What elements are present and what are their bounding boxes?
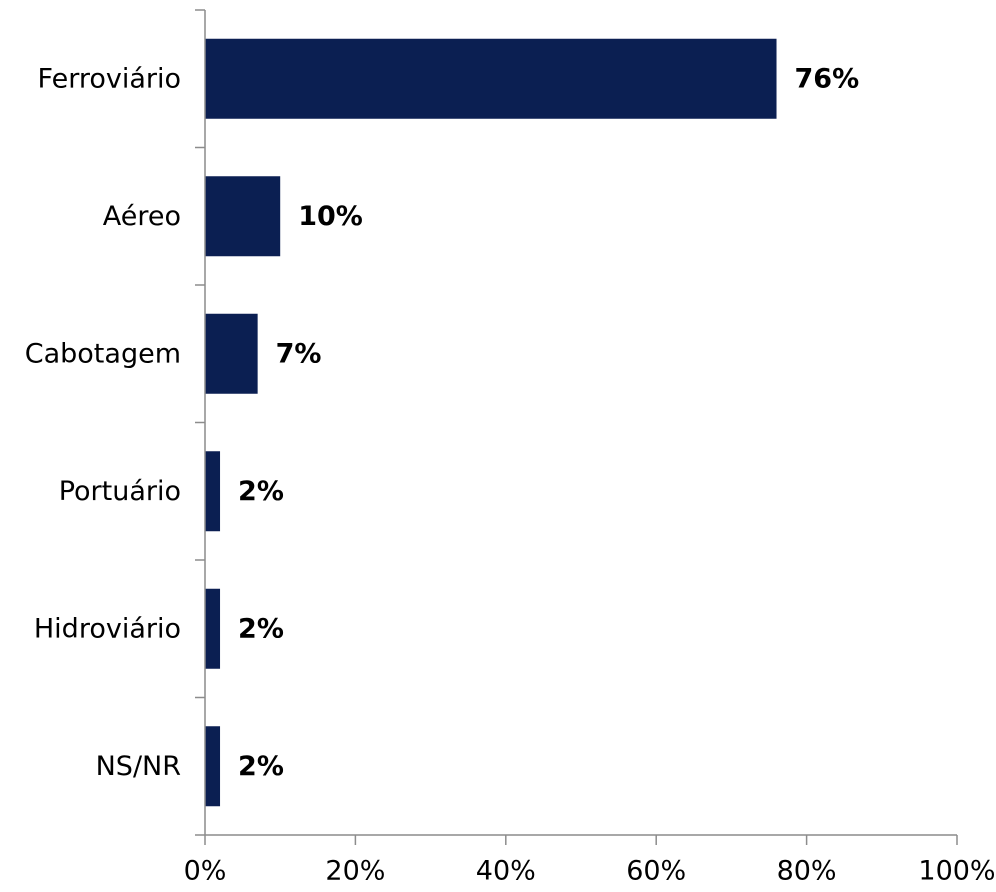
axes-layer: [195, 9, 958, 845]
bar-3: [205, 451, 221, 532]
x-tick-label-1: 20%: [325, 856, 385, 887]
value-label-1: 10%: [298, 201, 363, 232]
value-label-5: 2%: [238, 751, 284, 782]
category-label-5: NS/NR: [96, 751, 181, 782]
value-label-3: 2%: [238, 476, 284, 507]
bar-1: [205, 176, 281, 257]
bar-0: [205, 38, 777, 119]
value-label-0: 76%: [795, 63, 860, 94]
bar-2: [205, 313, 258, 394]
x-tick-label-3: 60%: [626, 856, 686, 887]
category-label-0: Ferroviário: [38, 63, 181, 94]
value-label-2: 7%: [276, 338, 322, 369]
category-label-1: Aéreo: [103, 201, 181, 232]
bars-layer: [205, 38, 777, 807]
x-tick-label-5: 100%: [918, 856, 995, 887]
x-tick-label-0: 0%: [184, 856, 227, 887]
bar-4: [205, 588, 221, 669]
category-label-4: Hidroviário: [34, 613, 181, 644]
category-label-3: Portuário: [59, 476, 181, 507]
bar-5: [205, 726, 221, 807]
x-tick-label-4: 80%: [777, 856, 837, 887]
value-label-4: 2%: [238, 613, 284, 644]
category-label-2: Cabotagem: [25, 338, 181, 369]
labels-layer: Ferroviário 76% Aéreo 10% Cabotagem 7% Portuár…: [25, 63, 996, 886]
x-tick-label-2: 40%: [476, 856, 536, 887]
